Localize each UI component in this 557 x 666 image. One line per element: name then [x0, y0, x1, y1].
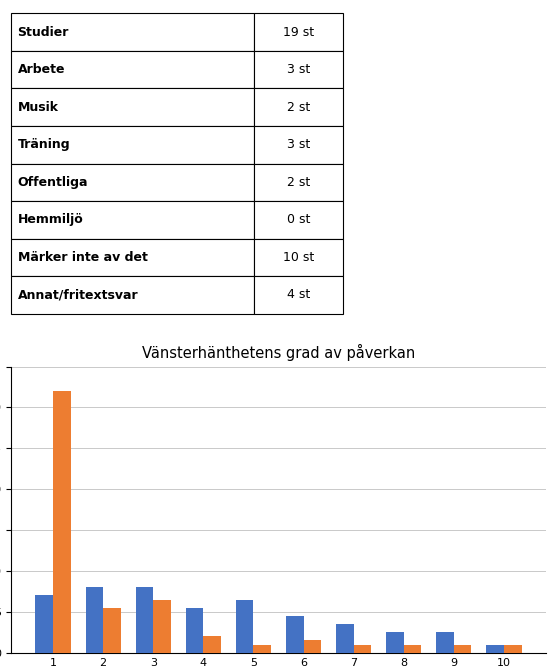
Text: Arbete: Arbete: [18, 63, 65, 76]
Bar: [86, 587, 103, 653]
Bar: [136, 587, 153, 653]
Bar: [354, 645, 371, 653]
Bar: [255, 51, 343, 89]
Bar: [11, 201, 255, 238]
Bar: [486, 645, 504, 653]
Text: Märker inte av det: Märker inte av det: [18, 251, 148, 264]
Bar: [11, 126, 255, 164]
Bar: [255, 164, 343, 201]
Bar: [404, 645, 421, 653]
Bar: [286, 616, 304, 653]
Bar: [53, 391, 71, 653]
Bar: [36, 595, 53, 653]
Bar: [236, 599, 253, 653]
Bar: [255, 89, 343, 126]
Text: 19 st: 19 st: [283, 25, 314, 39]
Bar: [304, 641, 321, 653]
Bar: [436, 632, 454, 653]
Text: Musik: Musik: [18, 101, 58, 114]
Text: 10 st: 10 st: [283, 251, 314, 264]
Text: 2 st: 2 st: [287, 101, 310, 114]
Bar: [103, 607, 121, 653]
Text: 0 st: 0 st: [287, 213, 310, 226]
Bar: [253, 645, 271, 653]
Bar: [186, 607, 203, 653]
Bar: [11, 89, 255, 126]
Text: Annat/fritextsvar: Annat/fritextsvar: [18, 288, 138, 302]
Bar: [255, 126, 343, 164]
Bar: [11, 276, 255, 314]
Bar: [11, 13, 255, 51]
Text: Träning: Träning: [18, 139, 70, 151]
Text: 2 st: 2 st: [287, 176, 310, 189]
Bar: [255, 238, 343, 276]
Bar: [11, 238, 255, 276]
Bar: [504, 645, 521, 653]
Text: 4 st: 4 st: [287, 288, 310, 302]
Bar: [255, 13, 343, 51]
Text: Hemmiljö: Hemmiljö: [18, 213, 84, 226]
Bar: [386, 632, 404, 653]
Bar: [203, 636, 221, 653]
Bar: [11, 51, 255, 89]
Text: 3 st: 3 st: [287, 63, 310, 76]
Bar: [336, 624, 354, 653]
Bar: [255, 276, 343, 314]
Bar: [255, 201, 343, 238]
Text: Offentliga: Offentliga: [18, 176, 88, 189]
Title: Vänsterhänthetens grad av påverkan: Vänsterhänthetens grad av påverkan: [142, 344, 415, 361]
Bar: [454, 645, 471, 653]
Bar: [153, 599, 171, 653]
Text: Studier: Studier: [18, 25, 69, 39]
Bar: [11, 164, 255, 201]
Text: 3 st: 3 st: [287, 139, 310, 151]
